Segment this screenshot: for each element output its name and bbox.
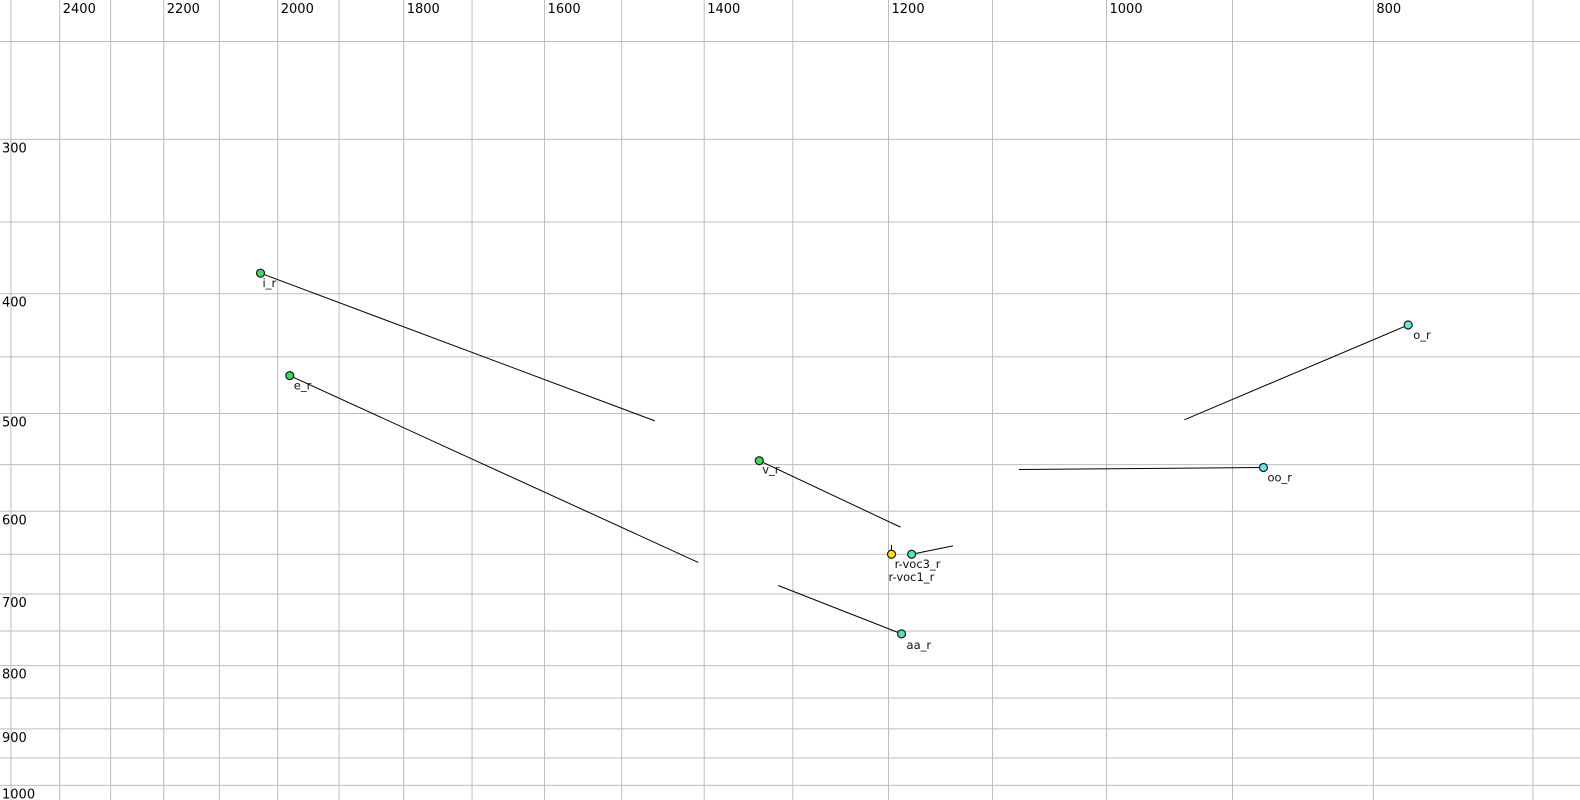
point-label: e_r	[294, 379, 312, 393]
trajectory-line	[759, 460, 901, 528]
y-tick-label: 800	[2, 668, 27, 683]
point-label: i_r	[263, 276, 277, 290]
data-point[interactable]	[1258, 462, 1269, 473]
y-tick-label: 700	[2, 596, 27, 611]
x-tick-label: 2000	[281, 2, 314, 17]
point-label: oo_r	[1267, 471, 1292, 485]
x-tick-label: 1000	[1110, 2, 1143, 17]
trajectory-line	[1184, 324, 1409, 421]
trajectory-line	[289, 375, 699, 563]
point-label: r-voc1_r	[889, 570, 935, 584]
data-point[interactable]	[896, 629, 907, 639]
y-tick-label: 400	[2, 296, 27, 311]
point-label: aa_r	[907, 638, 932, 652]
data-point[interactable]	[285, 371, 295, 381]
data-point[interactable]	[1403, 320, 1413, 330]
x-tick-label: 1200	[892, 2, 925, 17]
trajectory-line	[1018, 467, 1264, 470]
point-label: r-voc3_r	[895, 557, 941, 571]
y-tick-label: 1000	[2, 787, 35, 800]
data-point[interactable]	[255, 268, 266, 278]
x-tick-label: 1400	[707, 2, 740, 17]
trajectory-line	[911, 545, 954, 555]
data-point[interactable]	[886, 549, 897, 559]
x-tick-label: 800	[1376, 2, 1401, 17]
x-tick-label: 2400	[63, 2, 96, 17]
data-point[interactable]	[907, 549, 917, 559]
x-tick-label: 1600	[548, 2, 581, 17]
x-tick-label: 2200	[167, 2, 200, 17]
x-tick-label: 1800	[407, 2, 440, 17]
data-point[interactable]	[754, 456, 764, 466]
y-tick-label: 900	[2, 731, 27, 746]
point-label: o_r	[1413, 328, 1431, 342]
y-tick-label: 300	[2, 141, 27, 156]
trajectory-line	[260, 272, 656, 422]
point-label: v_r	[762, 463, 780, 477]
y-tick-label: 600	[2, 513, 27, 528]
y-tick-label: 500	[2, 415, 27, 430]
trajectory-line	[778, 585, 902, 635]
